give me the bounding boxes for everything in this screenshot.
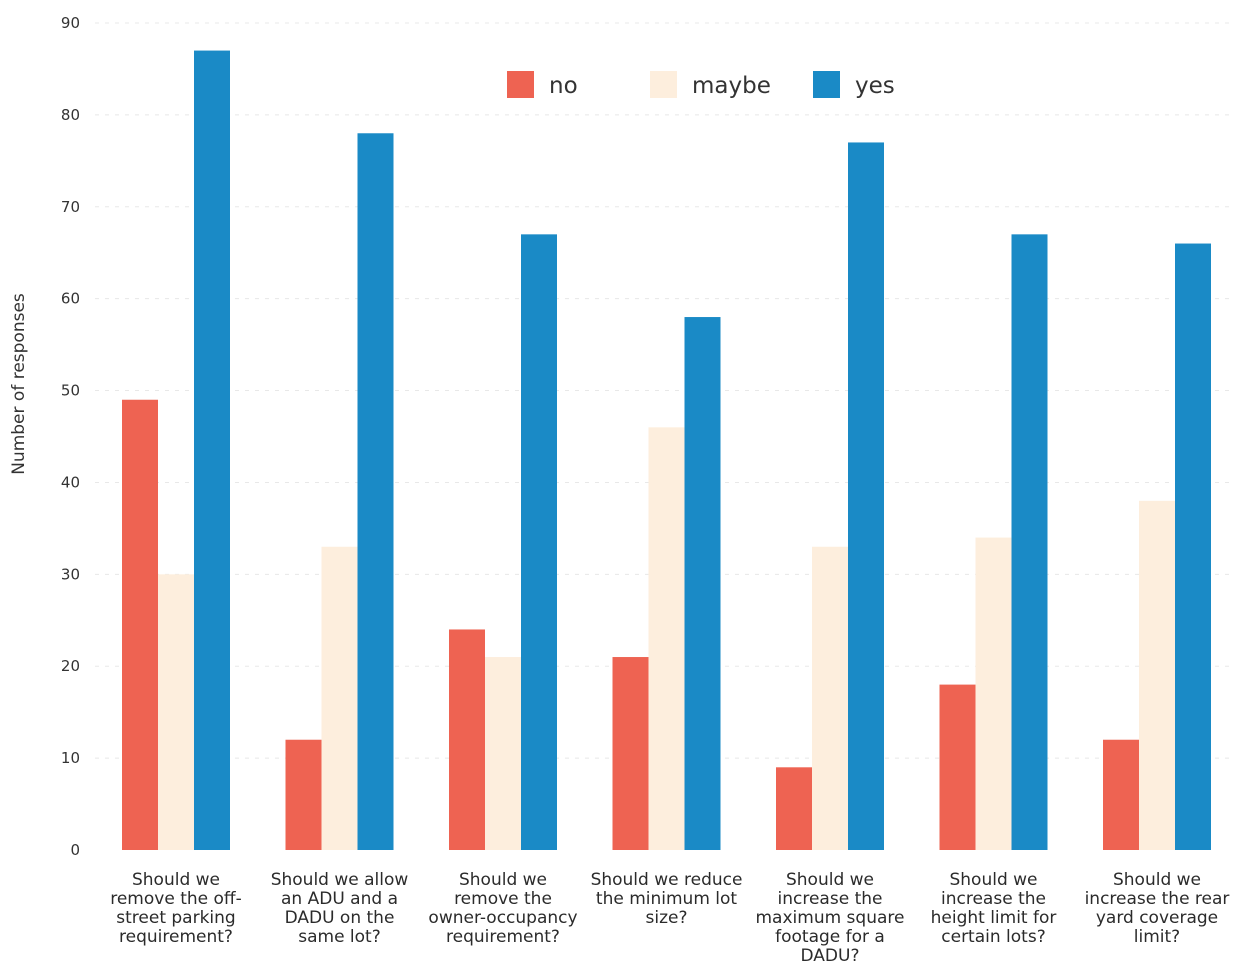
- category-label-line: an ADU and a: [281, 889, 398, 909]
- category-label-line: street parking: [116, 908, 235, 928]
- category-label-line: Should we: [949, 870, 1037, 890]
- bar-yes-4: [684, 317, 721, 850]
- category-label-line: DADU on the: [285, 908, 395, 928]
- y-axis-ticks: 0 10 20 30 40 50 60 70 80 90: [61, 14, 80, 859]
- y-tick-label: 0: [70, 841, 80, 859]
- bar-no-6: [939, 684, 976, 850]
- category-label-line: Should we: [459, 870, 547, 890]
- legend-label-yes: yes: [855, 73, 895, 99]
- category-label-1: Should we remove the off-street parking re…: [110, 870, 242, 947]
- category-label-line: yard coverage: [1096, 908, 1218, 928]
- bar-maybe-4: [648, 427, 685, 850]
- bar-yes-3: [521, 234, 557, 850]
- category-label-line: requirement?: [446, 927, 560, 947]
- category-label-line: Should we reduce: [591, 870, 743, 890]
- category-label-line: owner-occupancy: [428, 908, 577, 928]
- category-label-line: increase the: [778, 889, 883, 909]
- bar-no-7: [1103, 739, 1139, 850]
- bar-maybe-1: [158, 574, 194, 850]
- bar-no-2: [285, 739, 322, 850]
- category-label-line: same lot?: [298, 927, 381, 947]
- y-tick-label: 50: [61, 382, 80, 400]
- category-label-line: limit?: [1134, 927, 1180, 947]
- bar-no-3: [449, 629, 485, 850]
- y-tick-label: 40: [61, 473, 80, 491]
- category-label-line: remove the off-: [110, 889, 242, 909]
- category-label-line: increase the: [941, 889, 1046, 909]
- category-label-line: Should we: [1113, 870, 1201, 890]
- legend-label-no: no: [549, 73, 578, 99]
- category-label-line: footage for a: [775, 927, 885, 947]
- category-label-line: height limit for: [931, 908, 1057, 928]
- category-labels: Should we remove the off-street parking re…: [110, 870, 1229, 962]
- category-label-line: Should we: [786, 870, 874, 890]
- legend-swatch-maybe: [650, 71, 677, 98]
- bar-yes-2: [357, 133, 394, 850]
- category-label-4: Should we reduce the minimum lot size?: [591, 870, 743, 928]
- bar-no-4: [612, 657, 649, 850]
- category-label-2: Should we allow an ADU and a DADU on the sa…: [271, 870, 409, 947]
- category-label-line: size?: [646, 908, 688, 928]
- y-tick-label: 10: [61, 749, 80, 767]
- bar-no-5: [776, 767, 812, 850]
- y-tick-label: 30: [61, 565, 80, 583]
- bar-maybe-7: [1139, 500, 1175, 850]
- category-label-line: remove the: [454, 889, 552, 909]
- category-label-line: certain lots?: [941, 927, 1045, 947]
- category-label-line: increase the rear: [1085, 889, 1230, 909]
- bars: [122, 50, 1211, 851]
- bar-no-1: [122, 399, 158, 850]
- category-label-6: Should we increase the height limit for cer…: [931, 870, 1057, 947]
- category-label-7: Should we increase the rear yard coverage l…: [1085, 870, 1230, 947]
- category-label-line: requirement?: [119, 927, 233, 947]
- category-label-3: Should we remove the owner-occupancy requir…: [428, 870, 577, 947]
- bar-maybe-5: [812, 546, 848, 850]
- y-tick-label: 90: [61, 14, 80, 32]
- y-tick-label: 80: [61, 106, 80, 124]
- y-tick-label: 70: [61, 198, 80, 216]
- bar-yes-6: [1011, 234, 1048, 850]
- category-label-line: maximum square: [756, 908, 905, 928]
- category-label-line: DADU?: [801, 946, 860, 962]
- y-tick-label: 60: [61, 290, 80, 308]
- bar-yes-5: [848, 142, 884, 850]
- legend-swatch-no: [507, 71, 534, 98]
- category-label-line: Should we: [132, 870, 220, 890]
- y-tick-label: 20: [61, 657, 80, 675]
- bar-maybe-3: [485, 657, 521, 850]
- category-label-line: Should we allow: [271, 870, 409, 890]
- legend-swatch-yes: [813, 71, 840, 98]
- category-label-5: Should we increase the maximum square foota…: [756, 870, 905, 962]
- legend: no maybe yes: [507, 71, 895, 99]
- legend-label-maybe: maybe: [692, 73, 771, 99]
- category-label-line: the minimum lot: [596, 889, 738, 909]
- bar-maybe-6: [975, 537, 1012, 850]
- y-axis-title: Number of responses: [9, 293, 29, 475]
- bar-maybe-2: [321, 546, 358, 850]
- bar-yes-1: [194, 50, 230, 851]
- bar-yes-7: [1175, 243, 1211, 851]
